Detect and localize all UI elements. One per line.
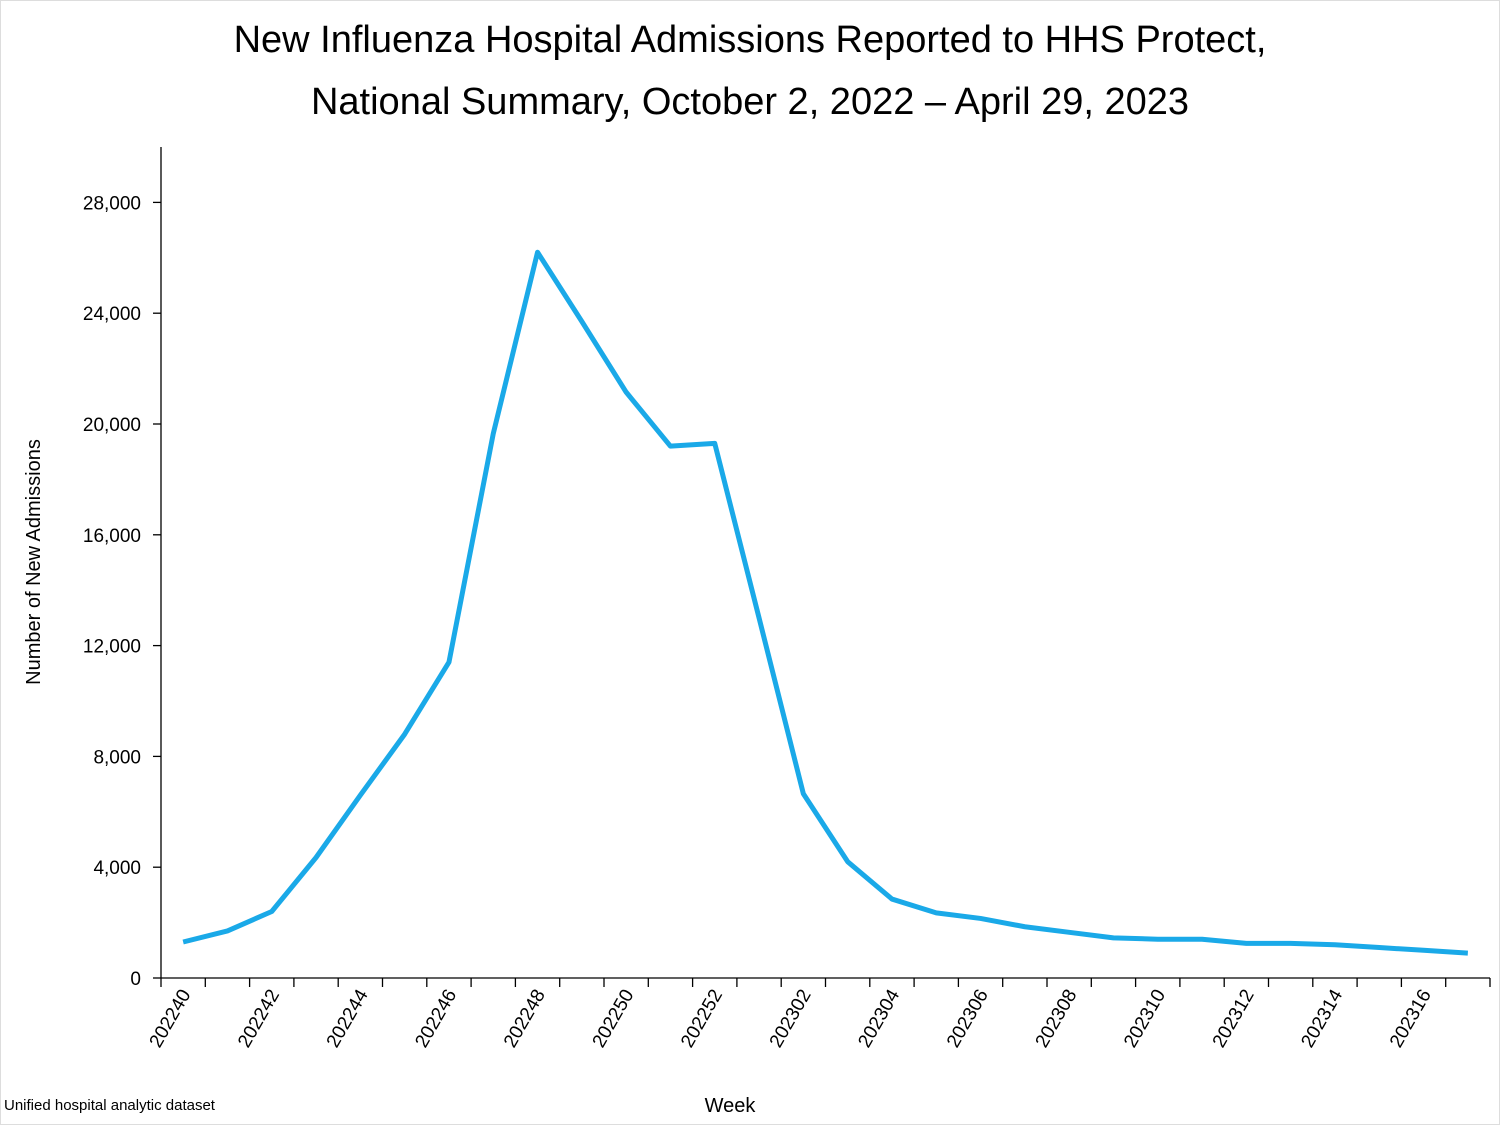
y-tick-label: 16,000 [83,526,141,547]
chart-title: New Influenza Hospital Admissions Report… [234,19,1267,61]
y-tick-label: 20,000 [83,415,141,436]
y-tick-label: 12,000 [83,637,141,658]
source-note: Unified hospital analytic dataset [4,1097,216,1114]
y-tick-label: 8,000 [93,747,141,768]
y-axis-title: Number of New Admissions [23,439,45,685]
data-line [182,249,1469,956]
y-tick-label: 0 [130,969,141,990]
y-tick-label: 4,000 [93,858,141,879]
x-axis-title: Week [705,1095,757,1117]
y-tick-label: 28,000 [83,193,141,214]
y-tick-label: 24,000 [83,304,141,325]
chart-title: National Summary, October 2, 2022 – Apri… [311,81,1189,123]
